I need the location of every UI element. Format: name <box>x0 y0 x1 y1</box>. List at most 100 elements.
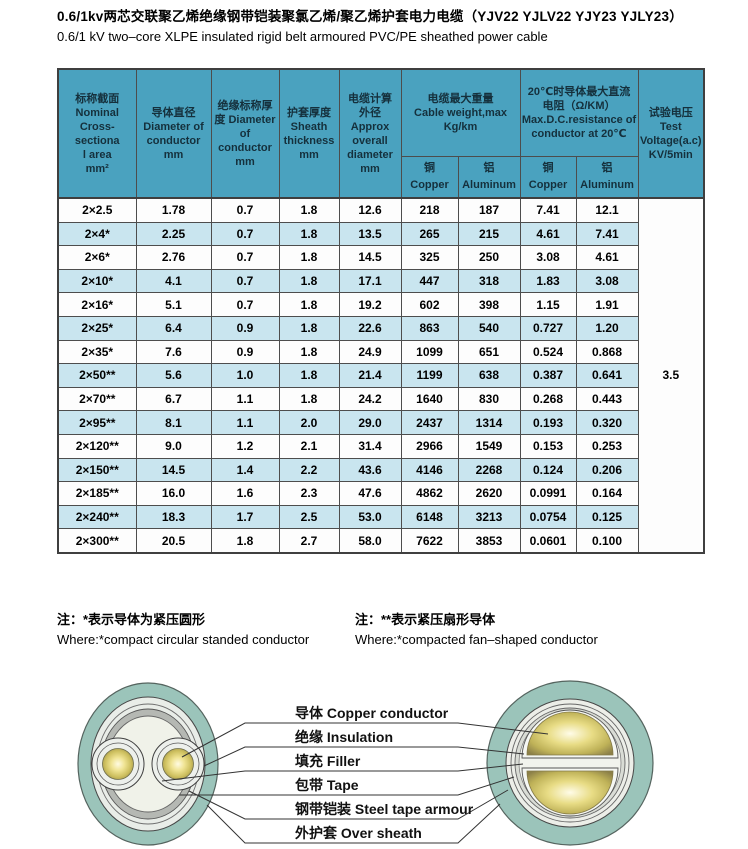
table-cell: 0.153 <box>519 433 577 459</box>
subheader-zh: 铜 <box>542 161 554 174</box>
header-dc-resistance: 20℃时导体最大直流 电阻（Ω/KM） Max.D.C.resistance of c… <box>519 68 639 157</box>
leader-line <box>203 746 525 767</box>
table-cell: 6.7 <box>135 386 212 412</box>
table-cell: 1.8 <box>278 197 340 223</box>
leader-line <box>181 722 549 758</box>
table-cell: 1.1 <box>210 386 280 412</box>
table-cell: 12.6 <box>338 197 402 223</box>
table-cell: 20.5 <box>135 528 212 554</box>
table-cell: 2.25 <box>135 221 212 247</box>
table-cell: 2268 <box>457 457 521 483</box>
diagram-label-steel-tape-armour: 钢带铠装 Steel tape armour <box>188 789 509 820</box>
table-cell: 2×16* <box>57 292 137 317</box>
left-cable-diagram <box>77 682 219 846</box>
diagram-label-insulation: 绝缘 Insulation <box>203 729 525 767</box>
note-zh: 注：**表示紧压扇形导体 <box>355 612 496 627</box>
table-cell: 2×6* <box>57 245 137 270</box>
table-cell: 218 <box>400 197 459 223</box>
table-row: 2×6* 2.76 0.7 1.8 14.5 325 250 3.08 4.61 <box>57 245 704 270</box>
leader-line <box>188 789 509 820</box>
table-cell: 4862 <box>400 481 459 506</box>
table-body: 2×2.5 1.78 0.7 1.8 12.6 218 187 7.41 12.1 3.5 2×4*… <box>57 197 705 554</box>
table-row: 2×300** 20.5 1.8 2.7 58.0 7622 3853 0.0601 0.100 <box>57 528 704 554</box>
table-cell: 1.8 <box>278 268 340 294</box>
table-cell: 2×25* <box>57 315 137 341</box>
insulation-inner <box>156 742 200 786</box>
subheader-en: Aluminum <box>462 178 516 191</box>
table-cell: 1.91 <box>575 292 639 317</box>
table-cell: 0.7 <box>210 197 280 223</box>
table-cell: 17.1 <box>338 268 402 294</box>
table-cell: 0.387 <box>519 363 577 388</box>
page-title: 0.6/1kv两芯交联聚乙烯绝缘钢带铠装聚氯乙烯/聚乙烯护套电力电缆（YJV22… <box>57 7 717 47</box>
cable-cross-section-diagram: 导体 Copper conductor 绝缘 Insulation 填充 Fil… <box>77 680 654 846</box>
table-cell: 43.6 <box>338 457 402 483</box>
subheader-en: Aluminum <box>580 178 634 191</box>
steel-armour-outer <box>510 703 630 823</box>
table-cell: 5.1 <box>135 292 212 317</box>
table-cell: 21.4 <box>338 363 402 388</box>
subheader-en: Copper <box>410 178 449 191</box>
table-cell: 0.124 <box>519 457 577 483</box>
core-right <box>151 737 205 791</box>
table-cell: 1.4 <box>210 457 280 483</box>
table-cell: 0.868 <box>575 339 639 365</box>
table-cell: 0.164 <box>575 481 639 506</box>
table-row: 2×10* 4.1 0.7 1.8 17.1 447 318 1.83 3.08 <box>57 268 704 294</box>
table-cell: 398 <box>457 292 521 317</box>
table-row: 2×25* 6.4 0.9 1.8 22.6 863 540 0.727 1.20 <box>57 315 704 341</box>
table-cell: 0.443 <box>575 386 639 412</box>
diagram-label-tape: 包带 Tape <box>179 776 515 796</box>
note-en: Where:*compact circular standed conducto… <box>57 632 310 647</box>
table-cell: 3213 <box>457 504 521 530</box>
table-cell: 830 <box>457 386 521 412</box>
table-row: 2×150** 14.5 1.4 2.2 43.6 4146 2268 0.124 0.206 <box>57 457 704 483</box>
table-cell: 9.0 <box>135 433 212 459</box>
table-cell: 215 <box>457 221 521 247</box>
table-cell: 187 <box>457 197 521 223</box>
table-cell: 1.2 <box>210 433 280 459</box>
table-cell: 250 <box>457 245 521 270</box>
table-cell: 3.08 <box>519 245 577 270</box>
leader-line <box>179 776 515 796</box>
table-cell: 2437 <box>400 410 459 435</box>
spec-table: 标称截面 Nominal Cross-sectiona l area mm² 导体直径 D… <box>57 68 706 554</box>
note-zh: 注：*表示导体为紧压圆形 <box>57 612 206 627</box>
leader-line <box>161 763 524 782</box>
title-chinese: 0.6/1kv两芯交联聚乙烯绝缘钢带铠装聚氯乙烯/聚乙烯护套电力电缆（YJV22… <box>57 9 683 24</box>
table-cell: 2.76 <box>135 245 212 270</box>
table-cell: 1.6 <box>210 481 280 506</box>
table-cell: 0.0754 <box>519 504 577 530</box>
header-insulation-thickness: 绝缘标称厚度 Diameter of conductor mm <box>210 68 280 199</box>
table-cell: 0.524 <box>519 339 577 365</box>
table-cell: 14.5 <box>338 245 402 270</box>
label-text: 绝缘 Insulation <box>295 729 393 745</box>
table-cell: 863 <box>400 315 459 341</box>
table-cell: 0.268 <box>519 386 577 412</box>
core-left <box>91 737 145 791</box>
table-cell: 0.7 <box>210 221 280 247</box>
header-sheath-thickness: 护套厚度 Sheath thickness mm <box>278 68 340 199</box>
table-cell: 1549 <box>457 433 521 459</box>
table-cell: 1.0 <box>210 363 280 388</box>
subheader-en: Copper <box>528 178 568 191</box>
table-cell: 0.9 <box>210 339 280 365</box>
table-cell: 3.08 <box>575 268 639 294</box>
table-cell: 2×35* <box>57 339 137 365</box>
table-row: 2×240** 18.3 1.7 2.5 53.0 6148 3213 0.0754 0.125 <box>57 504 704 530</box>
table-cell: 0.100 <box>575 528 639 554</box>
table-cell: 2×50** <box>57 363 137 388</box>
table-cell: 2×10* <box>57 268 137 294</box>
table-row: 2×4* 2.25 0.7 1.8 13.5 265 215 4.61 7.41 <box>57 221 704 247</box>
table-cell: 540 <box>457 315 521 341</box>
table-cell: 1.8 <box>278 339 340 365</box>
table-cell: 8.1 <box>135 410 212 435</box>
table-cell: 318 <box>457 268 521 294</box>
header-conductor-diameter: 导体直径 Diameter of conductor mm <box>135 68 212 199</box>
table-cell: 1.8 <box>278 315 340 341</box>
subheader-resistance-copper: 铜 Copper <box>519 155 577 199</box>
table-cell: 4.61 <box>575 245 639 270</box>
table-cell: 0.320 <box>575 410 639 435</box>
table-cell: 7.6 <box>135 339 212 365</box>
table-cell: 2×120** <box>57 433 137 459</box>
